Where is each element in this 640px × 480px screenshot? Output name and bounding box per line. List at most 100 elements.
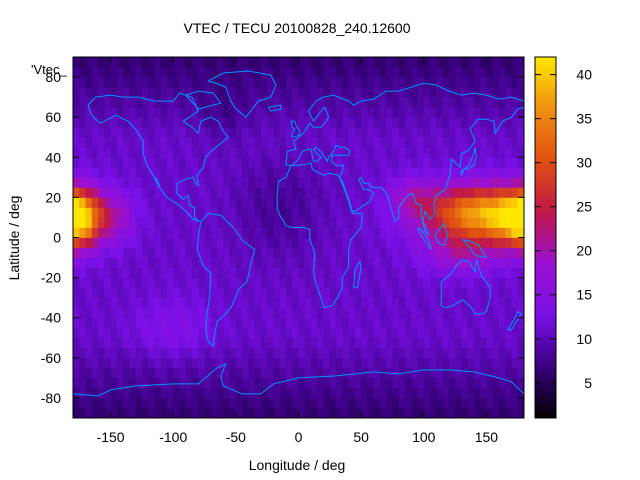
heatmap-cell bbox=[417, 167, 425, 178]
heatmap-cell bbox=[498, 327, 506, 339]
heatmap-cell bbox=[116, 307, 124, 319]
heatmap-cell bbox=[204, 197, 212, 208]
heatmap-cell bbox=[279, 407, 287, 419]
heatmap-cell bbox=[285, 67, 293, 78]
heatmap-cell bbox=[336, 117, 343, 128]
heatmap-cell bbox=[317, 267, 324, 279]
heatmap-cell bbox=[73, 247, 80, 258]
heatmap-cell bbox=[473, 167, 481, 178]
heatmap-cell bbox=[98, 147, 105, 158]
heatmap-cell bbox=[336, 297, 343, 309]
heatmap-cell bbox=[342, 257, 350, 268]
heatmap-cell bbox=[210, 307, 218, 319]
heatmap-cell bbox=[185, 117, 193, 128]
heatmap-cell bbox=[248, 227, 256, 238]
heatmap-cell bbox=[473, 127, 481, 138]
heatmap-cell bbox=[348, 147, 356, 158]
heatmap-cell bbox=[392, 387, 400, 399]
heatmap-cell bbox=[160, 337, 168, 349]
heatmap-cell bbox=[498, 217, 506, 228]
heatmap-cell bbox=[260, 277, 268, 289]
heatmap-cell bbox=[392, 207, 400, 218]
heatmap-cell bbox=[273, 167, 281, 178]
heatmap-cell bbox=[273, 177, 281, 188]
heatmap-cell bbox=[279, 197, 287, 208]
heatmap-cell bbox=[461, 347, 469, 359]
heatmap-cell bbox=[198, 357, 205, 369]
heatmap-cell bbox=[292, 107, 299, 118]
heatmap-cell bbox=[317, 297, 324, 309]
heatmap-cell bbox=[517, 157, 525, 168]
heatmap-cell bbox=[204, 277, 212, 289]
heatmap-cell bbox=[260, 357, 268, 369]
heatmap-cell bbox=[85, 137, 93, 148]
heatmap-cell bbox=[511, 407, 519, 419]
heatmap-cell bbox=[311, 367, 318, 379]
heatmap-cell bbox=[173, 127, 180, 138]
heatmap-cell bbox=[192, 247, 199, 258]
heatmap-cell bbox=[304, 127, 312, 138]
heatmap-cell bbox=[430, 287, 437, 299]
heatmap-cell bbox=[329, 227, 337, 238]
heatmap-cell bbox=[123, 87, 130, 98]
heatmap-cell bbox=[367, 147, 375, 158]
heatmap-cell bbox=[285, 107, 293, 118]
heatmap-cell bbox=[135, 127, 143, 138]
heatmap-cell bbox=[430, 187, 437, 198]
heatmap-cell bbox=[248, 237, 256, 248]
heatmap-cell bbox=[204, 207, 212, 218]
heatmap-cell bbox=[498, 377, 506, 389]
heatmap-cell bbox=[98, 387, 105, 399]
heatmap-cell bbox=[267, 347, 274, 359]
heatmap-cell bbox=[455, 307, 462, 319]
heatmap-cell bbox=[260, 287, 268, 299]
heatmap-cell bbox=[505, 157, 512, 168]
heatmap-cell bbox=[260, 147, 268, 158]
heatmap-cell bbox=[386, 277, 393, 289]
heatmap-cell bbox=[448, 77, 456, 88]
heatmap-cell bbox=[292, 207, 299, 218]
heatmap-cell bbox=[273, 247, 281, 258]
heatmap-cell bbox=[367, 267, 375, 279]
heatmap-cell bbox=[73, 87, 80, 98]
heatmap-cell bbox=[298, 307, 306, 319]
heatmap-cell bbox=[73, 197, 80, 208]
heatmap-cell bbox=[210, 277, 218, 289]
heatmap-cell bbox=[141, 237, 149, 248]
heatmap-cell bbox=[354, 67, 362, 78]
heatmap-cell bbox=[411, 337, 418, 349]
heatmap-cell bbox=[298, 337, 306, 349]
heatmap-cell bbox=[436, 357, 443, 369]
heatmap-cell bbox=[361, 77, 368, 88]
heatmap-cell bbox=[329, 347, 337, 359]
heatmap-cell bbox=[436, 177, 443, 188]
heatmap-cell bbox=[79, 367, 86, 379]
heatmap-cell bbox=[166, 77, 174, 88]
heatmap-cell bbox=[141, 187, 149, 198]
heatmap-cell bbox=[104, 257, 111, 268]
heatmap-cell bbox=[173, 207, 180, 218]
heatmap-cell bbox=[204, 287, 212, 299]
heatmap-cell bbox=[141, 397, 149, 409]
heatmap-cell bbox=[285, 307, 293, 319]
heatmap-cell bbox=[304, 267, 312, 279]
heatmap-cell bbox=[417, 197, 425, 208]
heatmap-cell bbox=[498, 387, 506, 399]
heatmap-cell bbox=[198, 387, 205, 399]
heatmap-cell bbox=[192, 187, 199, 198]
heatmap-cell bbox=[392, 267, 400, 279]
heatmap-cell bbox=[148, 97, 155, 108]
heatmap-cell bbox=[448, 137, 456, 148]
heatmap-cell bbox=[480, 397, 487, 409]
heatmap-cell bbox=[210, 157, 218, 168]
y-tick-label: -20 bbox=[41, 270, 61, 286]
heatmap-cell bbox=[192, 237, 199, 248]
heatmap-cell bbox=[141, 217, 149, 228]
heatmap-cell bbox=[198, 127, 205, 138]
heatmap-cell bbox=[204, 127, 212, 138]
heatmap-cell bbox=[254, 117, 262, 128]
heatmap-cell bbox=[279, 177, 287, 188]
heatmap-cell bbox=[279, 187, 287, 198]
heatmap-cell bbox=[423, 287, 431, 299]
heatmap-cell bbox=[204, 107, 212, 118]
